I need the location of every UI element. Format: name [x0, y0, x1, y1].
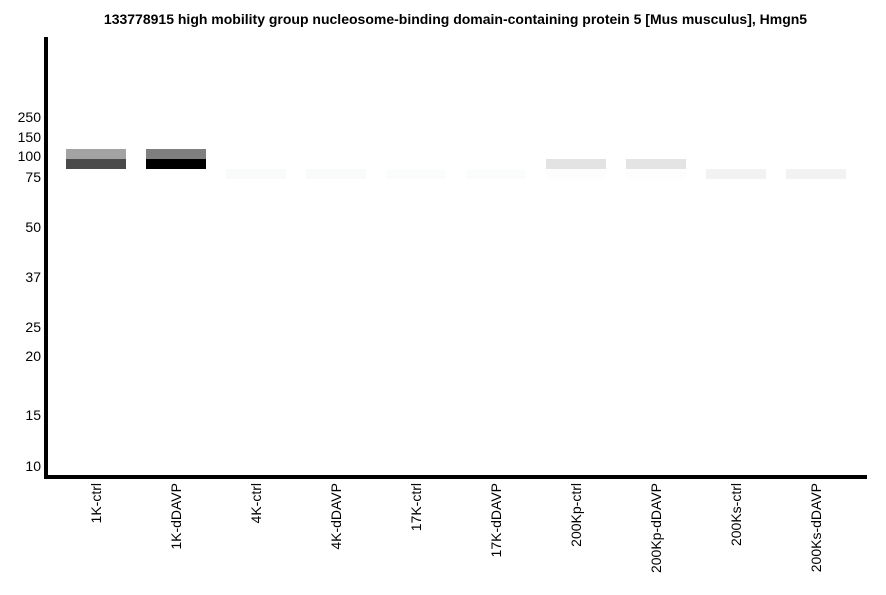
lane-label-text: 200Kp-ctrl [568, 483, 584, 547]
band-200Kp-dDAVP-80kda [626, 169, 686, 179]
lane-label-text: 1K-dDAVP [168, 483, 184, 550]
lane-label-text: 4K-ctrl [248, 483, 264, 524]
lane-label-text: 200Kp-dDAVP [648, 483, 664, 574]
y-tick-label-150: 150 [17, 129, 41, 145]
band-200Kp-ctrl-80kda [546, 169, 606, 179]
band-200Kp-ctrl-90kda [546, 159, 606, 169]
y-tick-label-25: 25 [25, 319, 41, 335]
chart-title: 133778915 high mobility group nucleosome… [103, 11, 808, 27]
y-tick-label-50: 50 [25, 219, 41, 235]
y-tick-label-37: 37 [25, 269, 41, 285]
y-tick-label-250: 250 [17, 109, 41, 125]
lane-label-text: 4K-dDAVP [328, 483, 344, 550]
lane-label-text: 17K-ctrl [408, 483, 424, 532]
band-1K-ctrl-90kda [66, 159, 126, 169]
y-tick-label-10: 10 [25, 458, 41, 474]
band-200Ks-dDAVP-80kda [786, 169, 846, 179]
y-axis-line [44, 37, 48, 479]
lane-label-text: 200Ks-dDAVP [808, 483, 824, 573]
band-200Kp-dDAVP-90kda [626, 159, 686, 169]
band-17K-dDAVP-80kda [466, 169, 526, 179]
band-1K-dDAVP-90kda [146, 159, 206, 169]
band-4K-ctrl-80kda [226, 169, 286, 179]
y-tick-label-100: 100 [17, 148, 41, 164]
y-tick-label-20: 20 [25, 348, 41, 364]
band-200Ks-ctrl-80kda [706, 169, 766, 179]
y-tick-label-75: 75 [25, 169, 41, 185]
band-4K-dDAVP-80kda [306, 169, 366, 179]
lane-label-text: 17K-dDAVP [488, 483, 504, 558]
lane-label-text: 200Ks-ctrl [728, 483, 744, 547]
band-1K-ctrl-100kda [66, 149, 126, 159]
band-1K-dDAVP-100kda [146, 149, 206, 159]
band-17K-ctrl-80kda [386, 169, 446, 179]
y-tick-label-15: 15 [25, 407, 41, 423]
x-axis-line [44, 475, 867, 479]
lane-label-text: 1K-ctrl [88, 483, 104, 524]
